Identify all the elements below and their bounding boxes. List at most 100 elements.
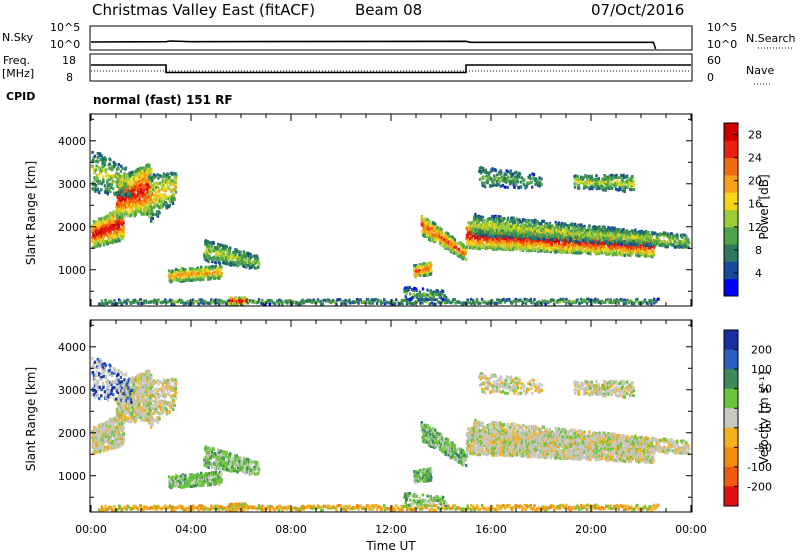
power-cell <box>143 175 147 179</box>
power-cell <box>520 299 523 303</box>
power-cell <box>472 243 476 247</box>
power-cell <box>114 224 117 228</box>
power-cell <box>183 271 187 275</box>
power-cell <box>220 274 223 278</box>
power-cell <box>148 164 151 168</box>
power-cell <box>533 298 536 302</box>
power-cell <box>554 250 557 254</box>
power-cell <box>245 298 248 302</box>
power-cell <box>168 269 171 273</box>
power-cell <box>570 248 573 252</box>
power-cell <box>132 299 135 302</box>
power-cell <box>94 189 97 193</box>
power-cell <box>425 228 428 232</box>
power-cell <box>268 302 272 306</box>
power-cell <box>93 227 97 231</box>
power-cell <box>105 216 109 220</box>
power-cell <box>139 202 143 206</box>
power-cell <box>343 302 346 306</box>
power-cell <box>113 165 116 169</box>
power-cell <box>601 242 604 246</box>
power-cell <box>229 302 232 306</box>
power-cell <box>227 262 231 266</box>
power-cell <box>196 267 199 271</box>
power-cell <box>511 244 515 248</box>
power-cell <box>219 243 223 247</box>
power-cell <box>106 222 109 226</box>
power-heatmap <box>91 150 691 306</box>
power-cell <box>175 269 178 273</box>
power-cell <box>415 272 418 276</box>
power-cell <box>217 256 220 260</box>
power-cell <box>528 238 531 242</box>
power-cell <box>435 230 438 234</box>
power-cell <box>451 240 454 244</box>
power-cell <box>217 274 220 278</box>
power-cell <box>148 215 151 219</box>
power-cell <box>142 173 145 177</box>
power-cell <box>128 177 131 181</box>
power-cell <box>470 243 473 247</box>
power-cell <box>173 188 177 192</box>
power-cell <box>428 223 432 227</box>
power-cell <box>192 278 196 282</box>
power-cell <box>428 228 432 232</box>
power-cell <box>118 180 122 184</box>
power-cell <box>115 174 119 178</box>
power-cell <box>123 215 126 219</box>
power-cell <box>118 187 121 191</box>
power-cell <box>94 184 98 187</box>
power-cell <box>116 184 120 188</box>
power-cell <box>160 201 163 205</box>
power-cell <box>149 181 152 184</box>
power-cell <box>358 298 361 302</box>
power-cell <box>97 181 101 185</box>
power-cell <box>152 301 156 305</box>
power-cell <box>433 298 436 302</box>
power-cell <box>557 242 561 245</box>
power-cell <box>149 172 152 175</box>
power-cell <box>214 264 218 268</box>
power-cell <box>252 299 255 303</box>
power-cell <box>102 160 105 164</box>
power-cell <box>455 245 458 249</box>
power-cell <box>480 297 484 301</box>
power-cell <box>195 278 198 282</box>
power-cell <box>218 277 221 280</box>
power-cell <box>587 297 590 301</box>
power-cell <box>394 302 397 306</box>
power-cell <box>212 249 216 253</box>
power-cell <box>226 259 229 263</box>
power-cell <box>347 300 351 304</box>
power-cell <box>173 302 176 306</box>
power-cell <box>107 230 110 234</box>
power-cell <box>497 238 500 242</box>
power-cell <box>110 165 114 169</box>
power-cell <box>448 243 452 247</box>
power-cell <box>446 236 449 240</box>
power-cell <box>510 236 513 240</box>
power-cell <box>400 299 403 302</box>
power-cell <box>235 252 238 256</box>
power-cell <box>123 197 127 201</box>
power-cell <box>118 201 121 205</box>
power-cell <box>218 252 221 256</box>
nsearch-tick-top: 10^5 <box>707 21 737 34</box>
power-cell <box>430 301 433 305</box>
power-cell <box>325 299 328 303</box>
power-cell <box>185 301 188 305</box>
power-cell <box>617 252 620 256</box>
nsearch-label: N.Search <box>746 32 796 45</box>
power-cell <box>578 302 581 305</box>
power-cell <box>288 300 291 304</box>
power-cell <box>129 174 132 178</box>
power-cell <box>434 302 437 306</box>
power-cell <box>657 297 660 301</box>
power-cell <box>492 237 495 241</box>
power-cell <box>98 302 101 306</box>
power-cell <box>102 169 106 172</box>
power-cell <box>563 299 566 303</box>
power-cell <box>585 251 588 255</box>
power-cell <box>190 270 193 273</box>
